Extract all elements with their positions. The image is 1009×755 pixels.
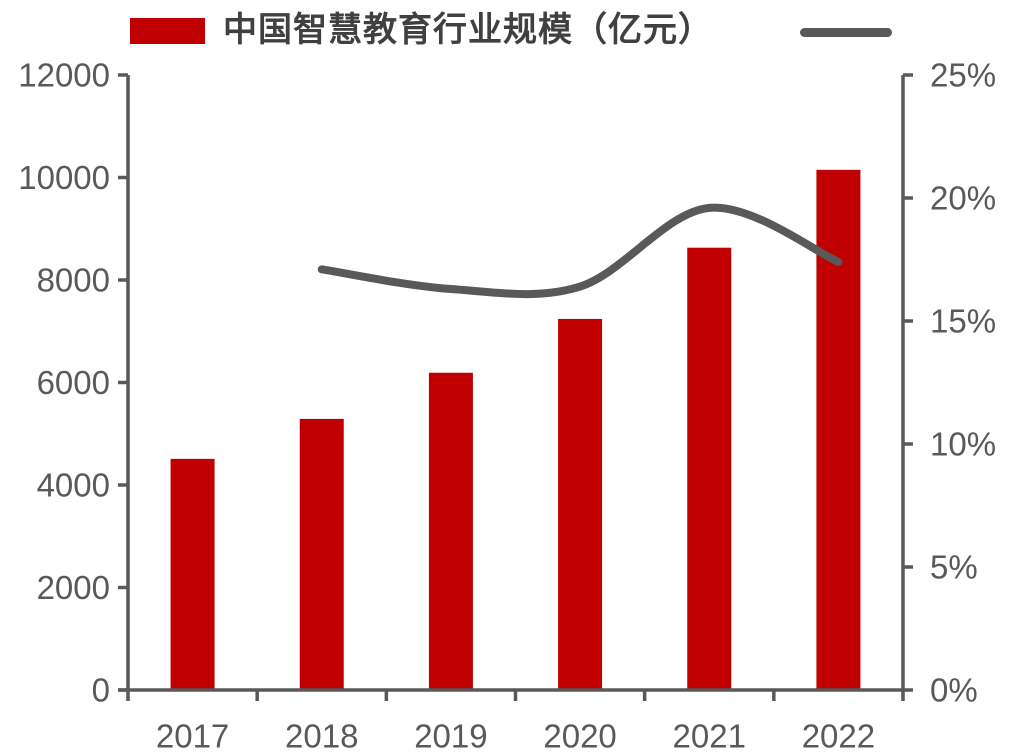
right-axis-tick-label: 10% <box>930 426 996 463</box>
bar-2019 <box>428 372 473 690</box>
right-axis-tick-label: 25% <box>930 57 996 94</box>
x-axis-tick-label: 2021 <box>673 718 746 755</box>
right-axis-tick-label: 20% <box>930 180 996 217</box>
bar-2020 <box>558 318 603 690</box>
x-axis-tick-label: 2020 <box>543 718 616 755</box>
right-axis-tick-label: 0% <box>930 672 978 709</box>
left-axis-tick-label: 0 <box>92 672 110 709</box>
growth-rate-line <box>317 203 843 299</box>
legend-bar-label: 中国智慧教育行业规模（亿元） <box>223 11 713 49</box>
bar-2022 <box>816 169 861 690</box>
x-axis-tick-label: 2019 <box>414 718 487 755</box>
left-axis-tick-label: 2000 <box>37 569 110 606</box>
legend-line-swatch <box>800 28 892 37</box>
bar-2018 <box>299 418 344 690</box>
left-axis-tick-label: 12000 <box>18 57 110 94</box>
right-axis-tick-label: 5% <box>930 549 978 586</box>
right-axis-tick-label: 15% <box>930 303 996 340</box>
bar-2017 <box>170 458 215 690</box>
x-axis-tick-label: 2018 <box>285 718 358 755</box>
bar-2021 <box>687 247 732 690</box>
x-axis-tick-label: 2017 <box>156 718 229 755</box>
legend-bar-swatch <box>130 18 205 44</box>
left-axis-tick-label: 4000 <box>37 467 110 504</box>
left-axis-tick-label: 10000 <box>18 159 110 196</box>
left-axis-tick-label: 6000 <box>37 364 110 401</box>
x-axis-tick-label: 2022 <box>802 718 875 755</box>
left-axis-tick-label: 8000 <box>37 262 110 299</box>
